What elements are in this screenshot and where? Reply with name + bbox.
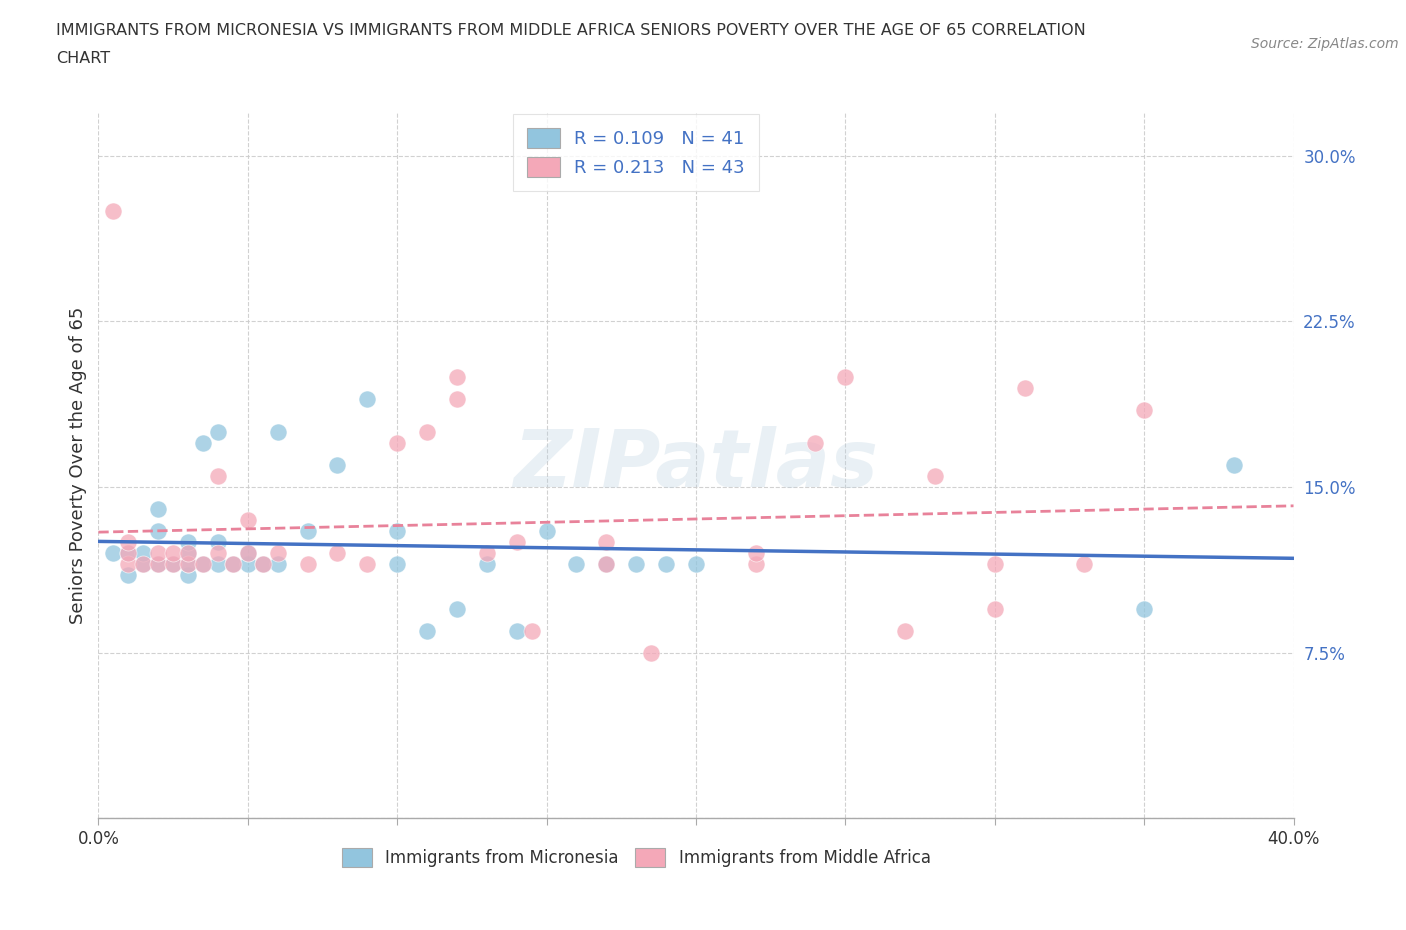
Point	[894, 623, 917, 638]
Text: IMMIGRANTS FROM MICRONESIA VS IMMIGRANTS FROM MIDDLE AFRICA SENIORS POVERTY OVER: IMMIGRANTS FROM MICRONESIA VS IMMIGRANTS…	[56, 23, 1085, 38]
Point	[297, 524, 319, 538]
Point	[236, 546, 259, 561]
Point	[117, 535, 139, 550]
Point	[446, 392, 468, 406]
Point	[356, 557, 378, 572]
Point	[222, 557, 245, 572]
Point	[252, 557, 274, 572]
Point	[267, 546, 290, 561]
Point	[655, 557, 678, 572]
Point	[267, 424, 290, 439]
Point	[207, 535, 229, 550]
Point	[685, 557, 707, 572]
Point	[191, 557, 214, 572]
Point	[207, 557, 229, 572]
Point	[148, 557, 170, 572]
Point	[132, 546, 155, 561]
Point	[626, 557, 648, 572]
Point	[385, 557, 409, 572]
Point	[132, 557, 155, 572]
Point	[177, 557, 200, 572]
Point	[745, 557, 768, 572]
Point	[162, 557, 184, 572]
Point	[984, 601, 1007, 616]
Point	[1133, 601, 1156, 616]
Point	[804, 435, 827, 450]
Point	[565, 557, 588, 572]
Point	[297, 557, 319, 572]
Point	[117, 546, 139, 561]
Point	[1014, 380, 1036, 395]
Point	[984, 557, 1007, 572]
Point	[326, 546, 349, 561]
Text: ZIPatlas: ZIPatlas	[513, 426, 879, 504]
Point	[236, 557, 259, 572]
Point	[416, 424, 439, 439]
Point	[207, 546, 229, 561]
Point	[536, 524, 558, 538]
Point	[506, 623, 529, 638]
Point	[326, 458, 349, 472]
Point	[385, 524, 409, 538]
Point	[117, 546, 139, 561]
Point	[177, 546, 200, 561]
Point	[475, 546, 498, 561]
Point	[236, 512, 259, 527]
Point	[148, 557, 170, 572]
Point	[1223, 458, 1246, 472]
Point	[148, 524, 170, 538]
Point	[148, 502, 170, 517]
Point	[103, 546, 125, 561]
Point	[520, 623, 543, 638]
Point	[416, 623, 439, 638]
Point	[446, 369, 468, 384]
Point	[177, 546, 200, 561]
Point	[475, 557, 498, 572]
Point	[207, 469, 229, 484]
Point	[177, 568, 200, 583]
Point	[834, 369, 856, 384]
Point	[177, 557, 200, 572]
Point	[1073, 557, 1095, 572]
Point	[117, 557, 139, 572]
Text: CHART: CHART	[56, 51, 110, 66]
Point	[745, 546, 768, 561]
Point	[191, 435, 214, 450]
Point	[191, 557, 214, 572]
Point	[595, 535, 617, 550]
Legend: Immigrants from Micronesia, Immigrants from Middle Africa: Immigrants from Micronesia, Immigrants f…	[335, 842, 938, 873]
Point	[177, 535, 200, 550]
Point	[252, 557, 274, 572]
Point	[595, 557, 617, 572]
Point	[162, 557, 184, 572]
Point	[103, 204, 125, 219]
Y-axis label: Seniors Poverty Over the Age of 65: Seniors Poverty Over the Age of 65	[69, 306, 87, 624]
Point	[1133, 403, 1156, 418]
Point	[446, 601, 468, 616]
Point	[162, 546, 184, 561]
Point	[222, 557, 245, 572]
Point	[267, 557, 290, 572]
Point	[236, 546, 259, 561]
Point	[356, 392, 378, 406]
Point	[506, 535, 529, 550]
Point	[924, 469, 946, 484]
Point	[148, 546, 170, 561]
Point	[640, 645, 662, 660]
Point	[132, 557, 155, 572]
Text: Source: ZipAtlas.com: Source: ZipAtlas.com	[1251, 37, 1399, 51]
Point	[117, 568, 139, 583]
Point	[595, 557, 617, 572]
Point	[385, 435, 409, 450]
Point	[207, 424, 229, 439]
